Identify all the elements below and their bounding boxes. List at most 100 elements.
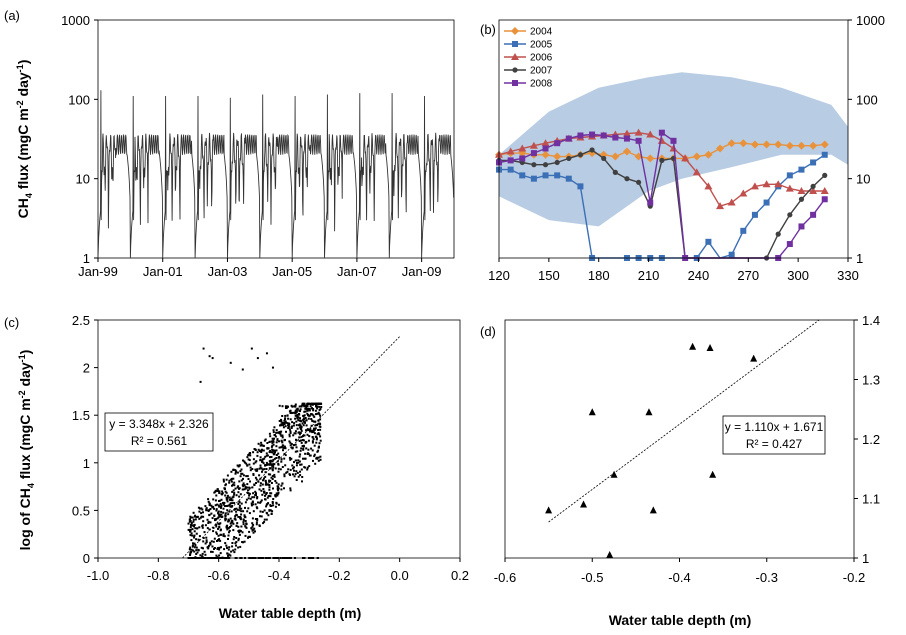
c-point <box>318 413 321 416</box>
c-point <box>297 419 300 422</box>
c-point <box>294 459 297 462</box>
panel-c-equation-box: y = 3.348x + 2.326 R² = 0.561 <box>104 412 214 452</box>
c-point <box>194 527 197 530</box>
c-point <box>256 497 259 500</box>
c-point <box>273 557 276 559</box>
c-point <box>254 530 256 533</box>
c-point <box>234 517 237 520</box>
c-point <box>222 533 225 536</box>
b-point <box>519 172 526 179</box>
c-point <box>223 487 226 490</box>
b-point <box>797 186 806 194</box>
c-point <box>217 539 220 541</box>
c-point <box>271 502 274 505</box>
c-point <box>299 408 302 411</box>
c-point <box>258 474 261 477</box>
c-point <box>218 514 221 517</box>
c-point <box>212 498 215 501</box>
c-point <box>289 412 292 414</box>
c-point <box>251 468 254 470</box>
panel-a-ticks: 1 10 100 1000 Jan-99 Jan-01 Jan-03 Jan-05 Jan-07… <box>61 13 441 279</box>
c-point <box>248 463 251 466</box>
c-point <box>305 441 308 443</box>
c-point <box>237 485 240 488</box>
c-point <box>248 557 251 559</box>
c-point <box>242 523 245 526</box>
c-point <box>235 470 238 473</box>
b-xtick-label: 150 <box>538 268 560 283</box>
c-point <box>311 436 314 439</box>
c-point <box>234 472 237 475</box>
c-point <box>315 438 318 441</box>
c-point <box>294 557 296 559</box>
c-point <box>316 437 318 440</box>
b-point <box>728 251 735 258</box>
c-point <box>218 526 221 529</box>
c-point <box>300 426 303 429</box>
c-point <box>210 512 213 515</box>
c-point <box>233 502 236 504</box>
c-xtick-label: -0.8 <box>147 568 169 583</box>
c-point <box>289 489 292 492</box>
c-point <box>319 414 322 417</box>
c-point <box>202 515 205 518</box>
c-point <box>308 465 311 468</box>
c-point <box>277 452 280 455</box>
c-point <box>247 458 250 461</box>
c-point <box>320 406 323 408</box>
c-point <box>236 508 239 511</box>
c-point <box>230 478 233 481</box>
c-point <box>242 510 245 513</box>
c-point <box>255 521 258 524</box>
c-point <box>223 535 226 538</box>
c-point <box>272 429 275 432</box>
c-point <box>294 409 297 412</box>
c-point <box>189 546 192 549</box>
c-point <box>194 557 197 559</box>
c-point <box>310 430 313 433</box>
c-point <box>318 402 320 405</box>
c-point <box>287 424 289 427</box>
c-point <box>218 523 221 526</box>
c-point <box>228 510 231 513</box>
c-point <box>235 537 238 539</box>
c-point <box>296 408 299 411</box>
c-point <box>311 403 314 406</box>
c-point <box>280 430 283 433</box>
c-point <box>298 413 301 416</box>
b-point <box>519 155 526 162</box>
c-point <box>299 424 302 427</box>
c-point <box>204 505 207 508</box>
c-point <box>274 435 277 438</box>
c-point <box>250 502 253 505</box>
c-point <box>272 443 275 446</box>
c-point <box>296 427 299 430</box>
c-point <box>189 530 191 533</box>
c-point <box>228 519 230 522</box>
c-point <box>265 511 268 514</box>
c-point <box>268 479 271 482</box>
c-point <box>212 526 215 529</box>
c-point <box>272 498 275 500</box>
panel-c-ticks: 0 0.5 1 1.5 2 2.5 -1.0 -0.8 -0.6 -0.4 -0.2 0.0 0.2 <box>72 313 469 583</box>
c-point <box>275 493 278 496</box>
c-point <box>214 499 217 502</box>
c-point <box>224 505 226 507</box>
c-point <box>313 455 316 458</box>
c-point <box>245 475 248 478</box>
c-point <box>225 491 228 494</box>
c-point <box>240 479 243 482</box>
c-point <box>215 523 217 526</box>
c-point <box>275 445 278 448</box>
c-point <box>281 441 284 444</box>
c-point <box>226 546 228 549</box>
c-point <box>256 469 259 472</box>
c-point <box>213 548 215 550</box>
c-point <box>240 507 243 510</box>
c-point <box>283 473 286 476</box>
c-point <box>208 528 211 531</box>
c-point <box>284 425 287 428</box>
c-point <box>288 410 291 413</box>
c-point <box>216 503 219 506</box>
c-point <box>222 557 225 559</box>
